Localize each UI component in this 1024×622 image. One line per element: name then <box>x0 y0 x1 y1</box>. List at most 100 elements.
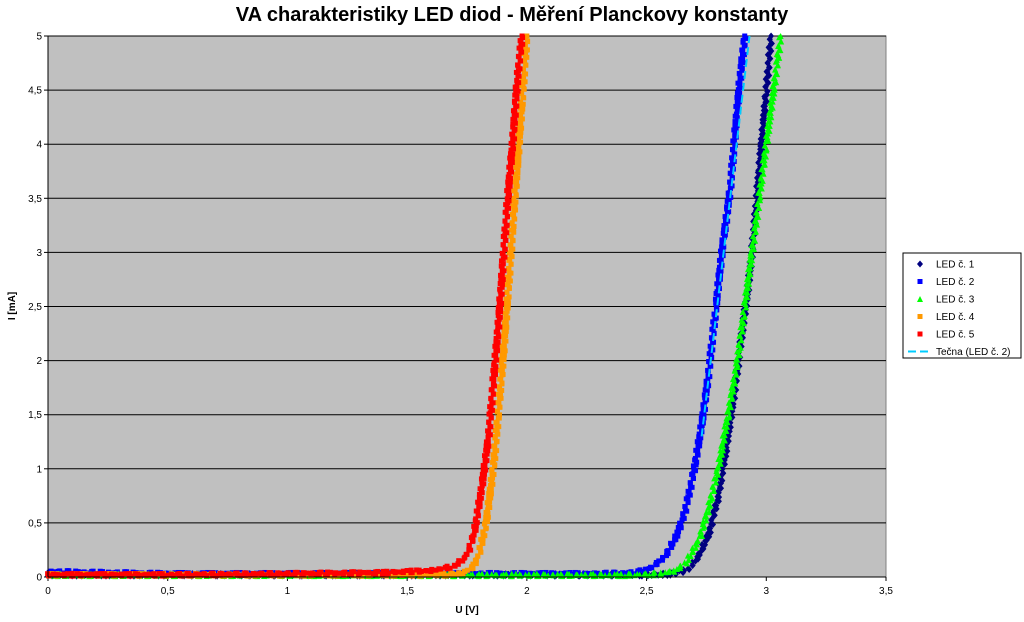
data-point <box>747 265 754 272</box>
data-point <box>476 495 482 501</box>
data-point <box>483 443 489 449</box>
data-point <box>732 360 739 367</box>
data-point <box>494 319 500 325</box>
data-point <box>123 571 129 577</box>
data-point <box>505 300 511 306</box>
data-point <box>740 308 747 315</box>
data-point <box>361 569 367 575</box>
data-point <box>504 289 510 295</box>
data-point <box>701 392 707 398</box>
data-point <box>724 198 730 204</box>
data-point <box>707 491 714 498</box>
data-point <box>717 456 724 463</box>
data-point <box>234 570 240 576</box>
data-point <box>489 387 495 393</box>
data-point <box>711 339 717 345</box>
data-point <box>504 222 510 228</box>
data-point <box>94 573 100 579</box>
data-point <box>210 570 216 576</box>
data-point <box>734 107 740 113</box>
data-point <box>736 70 742 76</box>
data-point <box>505 266 511 272</box>
data-point <box>734 99 740 105</box>
data-point <box>693 462 699 468</box>
data-point <box>496 384 502 390</box>
data-point <box>729 155 735 161</box>
data-point <box>475 553 481 559</box>
data-point <box>512 188 518 194</box>
data-point <box>518 105 524 111</box>
data-point <box>447 565 453 571</box>
data-point <box>692 544 699 551</box>
data-point <box>366 569 372 575</box>
data-point <box>503 570 510 577</box>
data-point <box>729 376 736 383</box>
data-point <box>514 103 520 109</box>
data-point <box>518 49 524 55</box>
data-point <box>237 572 243 578</box>
y-tick-label: 3 <box>36 248 42 259</box>
data-point <box>479 540 485 546</box>
data-point <box>475 573 482 580</box>
data-point <box>715 272 721 278</box>
data-point <box>479 490 485 496</box>
data-point <box>50 571 56 577</box>
data-point <box>516 54 522 60</box>
data-point <box>726 412 733 419</box>
data-point <box>501 357 507 363</box>
data-point <box>473 571 479 577</box>
data-point <box>507 179 513 185</box>
data-point <box>778 38 785 45</box>
data-point <box>490 481 496 487</box>
data-point <box>697 528 704 535</box>
data-point <box>705 370 711 376</box>
data-point <box>761 157 768 164</box>
data-point <box>559 573 566 580</box>
data-point <box>732 119 738 125</box>
data-point <box>515 88 521 94</box>
data-point <box>508 573 515 580</box>
data-point <box>759 111 766 119</box>
data-point <box>493 356 499 362</box>
data-point <box>512 84 518 90</box>
data-point <box>392 569 398 575</box>
data-point <box>720 435 727 442</box>
legend-item: LED č. 4 <box>917 312 975 323</box>
x-axis-label: U [V] <box>455 605 478 616</box>
data-point <box>464 567 470 573</box>
data-point <box>690 463 696 469</box>
data-point <box>470 538 476 544</box>
data-point <box>717 451 724 458</box>
data-point <box>499 363 505 369</box>
data-point <box>514 179 520 185</box>
data-point <box>495 332 501 338</box>
data-point <box>327 569 333 575</box>
data-point <box>741 52 747 58</box>
data-point <box>494 448 500 454</box>
data-point <box>185 571 191 577</box>
data-point <box>691 476 697 482</box>
data-point <box>497 570 503 576</box>
data-point <box>444 563 450 569</box>
data-point <box>493 339 499 345</box>
legend-swatch <box>917 260 923 268</box>
data-point <box>731 138 737 144</box>
data-point <box>699 532 706 539</box>
data-point <box>494 344 500 350</box>
legend-swatch <box>917 279 923 284</box>
data-point <box>456 558 462 564</box>
data-point <box>535 573 542 580</box>
legend-label: LED č. 4 <box>936 312 975 323</box>
data-point <box>507 155 513 161</box>
data-point <box>498 272 504 278</box>
data-point <box>511 229 517 235</box>
data-point <box>777 33 784 39</box>
data-point <box>506 284 512 290</box>
data-point <box>516 129 522 135</box>
data-point <box>702 537 709 545</box>
data-point <box>503 296 509 302</box>
data-point <box>483 509 489 515</box>
data-point <box>104 573 110 579</box>
data-point <box>110 572 116 578</box>
data-point <box>228 572 234 578</box>
